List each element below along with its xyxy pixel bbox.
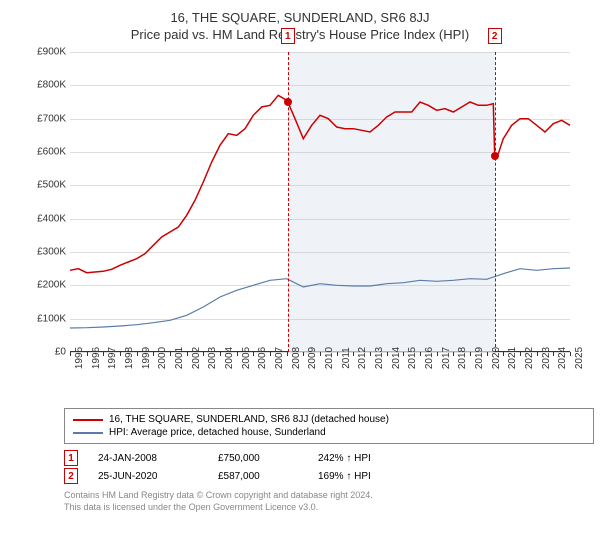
legend-swatch (73, 432, 103, 434)
sale-price: £750,000 (218, 453, 298, 464)
x-tick-label: 2010 (324, 347, 335, 369)
x-tick-label: 1995 (74, 347, 85, 369)
x-tick-label: 2020 (491, 347, 502, 369)
x-tick-label: 2025 (574, 347, 585, 369)
y-tick-label: £400K (37, 213, 66, 224)
x-tick-label: 1997 (107, 347, 118, 369)
x-tick-label: 2023 (541, 347, 552, 369)
sale-price: £587,000 (218, 471, 298, 482)
y-tick-label: £500K (37, 180, 66, 191)
marker-badge: 2 (488, 28, 502, 44)
x-tick-label: 2004 (224, 347, 235, 369)
marker-badge: 1 (281, 28, 295, 44)
legend-item: HPI: Average price, detached house, Sund… (73, 426, 585, 439)
x-tick-label: 2021 (507, 347, 518, 369)
y-tick-label: £200K (37, 280, 66, 291)
x-tick-label: 2016 (424, 347, 435, 369)
legend-item: 16, THE SQUARE, SUNDERLAND, SR6 8JJ (det… (73, 413, 585, 426)
legend-label: 16, THE SQUARE, SUNDERLAND, SR6 8JJ (det… (109, 414, 389, 425)
footnote-line: Contains HM Land Registry data © Crown c… (64, 490, 584, 502)
x-tick-label: 2001 (174, 347, 185, 369)
chart-title: 16, THE SQUARE, SUNDERLAND, SR6 8JJ (16, 10, 584, 25)
x-tick-label: 2008 (291, 347, 302, 369)
plot-region: 12 (70, 52, 570, 352)
chart-area: 12 £0 £100K £200K £300K £400K £500K £600K £700K… (20, 52, 580, 402)
sale-row: 1 24-JAN-2008 £750,000 242% ↑ HPI (64, 450, 584, 466)
legend-label: HPI: Average price, detached house, Sund… (109, 427, 326, 438)
x-tick-label: 2007 (274, 347, 285, 369)
y-tick-label: £100K (37, 313, 66, 324)
legend-swatch (73, 419, 103, 421)
y-tick-label: £800K (37, 80, 66, 91)
x-tick-label: 2002 (191, 347, 202, 369)
chart-container: 16, THE SQUARE, SUNDERLAND, SR6 8JJ Pric… (0, 0, 600, 560)
x-tick-label: 1999 (141, 347, 152, 369)
x-tick-label: 2006 (257, 347, 268, 369)
marker-dot (491, 152, 499, 160)
x-tick-label: 2005 (241, 347, 252, 369)
x-tick-label: 2018 (457, 347, 468, 369)
y-tick-label: £0 (55, 347, 66, 358)
footnote: Contains HM Land Registry data © Crown c… (64, 490, 584, 513)
x-tick-label: 2015 (407, 347, 418, 369)
x-tick-label: 2009 (307, 347, 318, 369)
sale-date: 25-JUN-2020 (98, 471, 198, 482)
x-tick-label: 2014 (391, 347, 402, 369)
sale-badge: 2 (64, 468, 78, 484)
sale-row: 2 25-JUN-2020 £587,000 169% ↑ HPI (64, 468, 584, 484)
x-tick-label: 1998 (124, 347, 135, 369)
x-tick-label: 2003 (207, 347, 218, 369)
x-tick-label: 2022 (524, 347, 535, 369)
footnote-line: This data is licensed under the Open Gov… (64, 502, 584, 514)
x-tick-label: 1996 (91, 347, 102, 369)
x-tick-label: 2011 (341, 347, 352, 369)
sale-pct: 242% ↑ HPI (318, 453, 438, 464)
sales-list: 1 24-JAN-2008 £750,000 242% ↑ HPI 2 25-JUN-20… (16, 450, 584, 484)
sale-date: 24-JAN-2008 (98, 453, 198, 464)
y-tick-label: £900K (37, 47, 66, 58)
x-tick-label: 2000 (157, 347, 168, 369)
x-tick-label: 2012 (357, 347, 368, 369)
y-tick-label: £700K (37, 113, 66, 124)
y-tick-label: £600K (37, 147, 66, 158)
x-tick-label: 2013 (374, 347, 385, 369)
x-tick-label: 2019 (474, 347, 485, 369)
marker-dot (284, 98, 292, 106)
x-tick-label: 2017 (441, 347, 452, 369)
x-tick-label: 2024 (557, 347, 568, 369)
legend: 16, THE SQUARE, SUNDERLAND, SR6 8JJ (det… (64, 408, 594, 444)
y-tick-label: £300K (37, 247, 66, 258)
sale-badge: 1 (64, 450, 78, 466)
sale-pct: 169% ↑ HPI (318, 471, 438, 482)
